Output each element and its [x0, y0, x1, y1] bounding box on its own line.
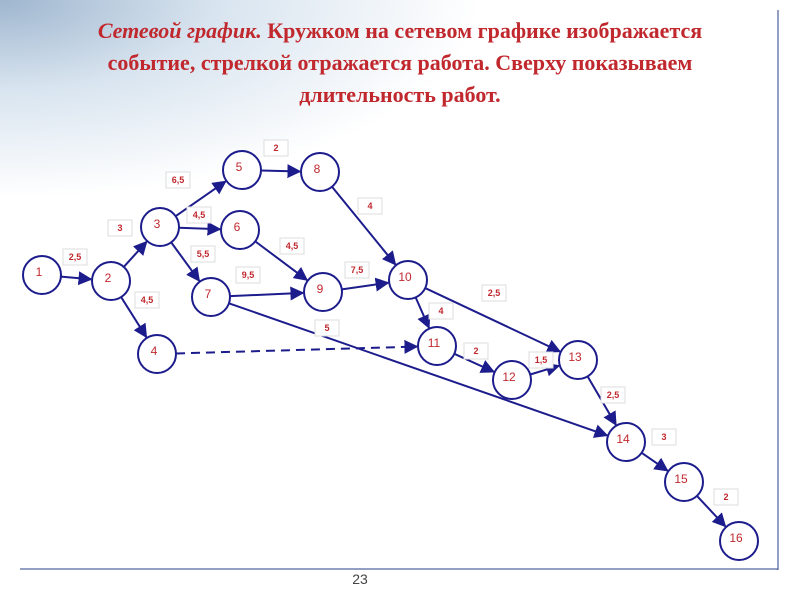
title-line: Кружком на сетевом графике изображается: [267, 18, 702, 43]
label-box: [428, 302, 454, 320]
arrow: [414, 296, 431, 329]
event-node: [492, 360, 532, 400]
node-label: 12: [502, 370, 516, 384]
label-box: [279, 237, 305, 255]
node-label: 6: [234, 220, 241, 234]
node-label: 15: [674, 472, 688, 486]
label-box: [62, 248, 88, 266]
event-node: [22, 255, 62, 295]
edge-label: 9,5: [242, 270, 255, 280]
event-node: [558, 340, 598, 380]
label-box: [651, 428, 677, 446]
node-label: 9: [317, 282, 324, 296]
label-box: [107, 219, 133, 237]
arrow: [175, 180, 227, 217]
arrow: [424, 287, 562, 353]
label-box: [463, 342, 489, 360]
arrow: [696, 495, 727, 528]
event-node: [719, 521, 759, 561]
arrow: [453, 352, 496, 373]
node-label: 16: [729, 531, 743, 545]
node-label: 13: [568, 350, 582, 364]
edge-label: 2: [473, 346, 478, 356]
event-node: [388, 260, 428, 300]
arrow: [123, 240, 148, 268]
node-label: 14: [616, 432, 630, 446]
node-label: 10: [398, 270, 412, 284]
label-box: [314, 319, 340, 337]
label-box: [600, 386, 626, 404]
title-lead: Сетевой график.: [98, 18, 262, 43]
node-label: 11: [428, 336, 441, 350]
edge-label: 2,5: [488, 288, 501, 298]
arrow: [260, 164, 302, 179]
label-box: [713, 488, 739, 506]
arrow: [341, 277, 390, 292]
arrow: [60, 271, 93, 286]
event-node: [91, 261, 131, 301]
edge-label: 6,5: [172, 175, 185, 185]
event-node: [606, 422, 646, 462]
label-box: [357, 197, 383, 215]
label-box: [186, 206, 212, 224]
node-label: 4: [151, 344, 158, 358]
label-box: [235, 266, 261, 284]
event-node: [222, 150, 262, 190]
node-label: 3: [154, 217, 161, 231]
arrow: [170, 241, 201, 282]
edge-label: 3: [661, 432, 666, 442]
arrow: [228, 302, 609, 438]
page-number: 23: [352, 571, 368, 587]
arrow: [641, 451, 669, 472]
arrow: [120, 296, 148, 339]
label-box: [190, 245, 216, 263]
edge-label: 4: [438, 306, 443, 316]
event-node: [664, 462, 704, 502]
event-node: [140, 207, 180, 247]
event-node: [137, 334, 177, 374]
edge-label: 5,5: [197, 249, 210, 259]
node-label: 8: [314, 162, 321, 176]
edge-label: 3: [117, 223, 122, 233]
node-label: 7: [205, 287, 212, 301]
arrow: [254, 240, 309, 281]
edge-label: 4,5: [193, 210, 206, 220]
event-node: [191, 277, 231, 317]
edge-label: 2: [723, 492, 728, 502]
label-box: [344, 261, 370, 279]
label-box: [481, 284, 507, 302]
arrow: [331, 186, 397, 266]
edge-label: 5: [324, 323, 329, 333]
event-node: [417, 326, 457, 366]
event-node: [220, 210, 260, 250]
edge-label: 2: [273, 143, 278, 153]
label-box: [165, 171, 191, 189]
label-box: [134, 291, 160, 309]
title: Сетевой график. Кружком на сетевом графи…: [98, 18, 702, 43]
event-node: [303, 272, 343, 312]
arrow: [178, 221, 222, 236]
dashed-arrow: [175, 339, 419, 355]
edge-label: 4: [367, 201, 372, 211]
edge-label: 2,5: [607, 390, 620, 400]
arrow: [229, 286, 305, 301]
node-label: 1: [36, 265, 43, 279]
title-line: длительность работ.: [299, 82, 500, 107]
edge-label: 4,5: [141, 295, 154, 305]
title-line: событие, стрелкой отражается работа. Све…: [108, 50, 693, 75]
arrow: [529, 362, 561, 377]
node-label: 5: [236, 160, 243, 174]
label-box: [263, 139, 289, 157]
edge-label: 7,5: [351, 265, 364, 275]
edge-label: 4,5: [286, 241, 299, 251]
node-label: 2: [105, 271, 112, 285]
edge-label: 2,5: [69, 252, 82, 262]
label-box: [528, 351, 554, 369]
event-node: [300, 152, 340, 192]
edge-label: 1,5: [535, 355, 548, 365]
